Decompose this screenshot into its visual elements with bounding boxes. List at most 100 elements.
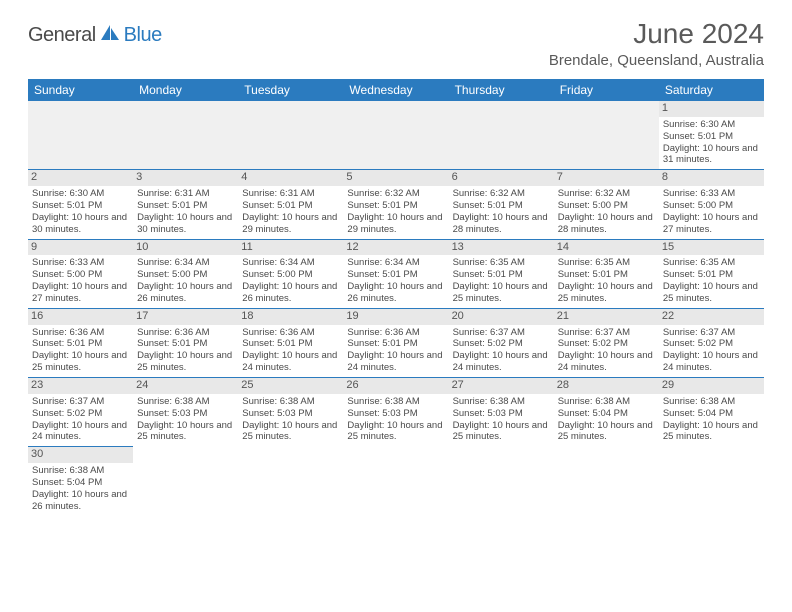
day-number: 4	[238, 170, 343, 186]
day-info: Sunrise: 6:37 AMSunset: 5:02 PMDaylight:…	[663, 327, 760, 375]
calendar-cell: 6 Sunrise: 6:32 AMSunset: 5:01 PMDaylight…	[449, 170, 554, 239]
calendar-cell: 18Sunrise: 6:36 AMSunset: 5:01 PMDayligh…	[238, 308, 343, 377]
logo-text-blue: Blue	[124, 24, 162, 47]
calendar-cell	[28, 101, 133, 170]
calendar-cell	[343, 447, 448, 516]
calendar-cell: 12Sunrise: 6:34 AMSunset: 5:01 PMDayligh…	[343, 239, 448, 308]
day-info: Sunrise: 6:38 AMSunset: 5:04 PMDaylight:…	[558, 396, 655, 444]
calendar-cell	[238, 447, 343, 516]
day-info: Sunrise: 6:35 AMSunset: 5:01 PMDaylight:…	[663, 257, 760, 305]
day-info: Sunrise: 6:33 AMSunset: 5:00 PMDaylight:…	[32, 257, 129, 305]
day-number: 1	[659, 101, 764, 117]
day-number: 6	[449, 170, 554, 186]
day-number: 3	[133, 170, 238, 186]
day-info: Sunrise: 6:32 AMSunset: 5:01 PMDaylight:…	[347, 188, 444, 236]
calendar-cell: 8Sunrise: 6:33 AMSunset: 5:00 PMDaylight…	[659, 170, 764, 239]
day-info: Sunrise: 6:38 AMSunset: 5:03 PMDaylight:…	[137, 396, 234, 444]
day-info: Sunrise: 6:37 AMSunset: 5:02 PMDaylight:…	[453, 327, 550, 375]
day-info: Sunrise: 6:30 AMSunset: 5:01 PMDaylight:…	[32, 188, 129, 236]
day-number: 19	[343, 309, 448, 325]
calendar-cell: 27 Sunrise: 6:38 AMSunset: 5:03 PMDayligh…	[449, 378, 554, 447]
day-info: Sunrise: 6:38 AMSunset: 5:03 PMDaylight:…	[242, 396, 339, 444]
day-number: 9	[28, 240, 133, 256]
calendar-cell: 26 Sunrise: 6:38 AMSunset: 5:03 PMDayligh…	[343, 378, 448, 447]
day-number: 17	[133, 309, 238, 325]
weekday-header: Wednesday	[343, 79, 448, 101]
location: Brendale, Queensland, Australia	[549, 52, 764, 69]
calendar-cell: 20 Sunrise: 6:37 AMSunset: 5:02 PMDayligh…	[449, 308, 554, 377]
day-number: 16	[28, 309, 133, 325]
day-number: 28	[554, 378, 659, 394]
calendar-cell	[554, 447, 659, 516]
weekday-header: Tuesday	[238, 79, 343, 101]
day-number: 21	[554, 309, 659, 325]
day-info: Sunrise: 6:31 AMSunset: 5:01 PMDaylight:…	[242, 188, 339, 236]
day-info: Sunrise: 6:31 AMSunset: 5:01 PMDaylight:…	[137, 188, 234, 236]
day-info: Sunrise: 6:30 AMSunset: 5:01 PMDaylight:…	[663, 119, 760, 167]
calendar-cell	[133, 447, 238, 516]
calendar-cell: 21Sunrise: 6:37 AMSunset: 5:02 PMDayligh…	[554, 308, 659, 377]
day-number: 30	[28, 447, 133, 463]
calendar-cell	[343, 101, 448, 170]
day-info: Sunrise: 6:37 AMSunset: 5:02 PMDaylight:…	[32, 396, 129, 444]
day-number: 15	[659, 240, 764, 256]
day-number: 20	[449, 309, 554, 325]
calendar-cell: 11Sunrise: 6:34 AMSunset: 5:00 PMDayligh…	[238, 239, 343, 308]
calendar-cell: 13Sunrise: 6:35 AMSunset: 5:01 PMDayligh…	[449, 239, 554, 308]
day-number: 23	[28, 378, 133, 394]
day-info: Sunrise: 6:34 AMSunset: 5:00 PMDaylight:…	[242, 257, 339, 305]
weekday-header: Sunday	[28, 79, 133, 101]
day-info: Sunrise: 6:38 AMSunset: 5:03 PMDaylight:…	[347, 396, 444, 444]
day-info: Sunrise: 6:32 AMSunset: 5:00 PMDaylight:…	[558, 188, 655, 236]
calendar-cell	[238, 101, 343, 170]
day-number: 22	[659, 309, 764, 325]
calendar-cell	[449, 447, 554, 516]
day-number: 12	[343, 240, 448, 256]
weekday-header: Monday	[133, 79, 238, 101]
calendar-table: SundayMondayTuesdayWednesdayThursdayFrid…	[28, 79, 764, 516]
calendar-cell	[554, 101, 659, 170]
day-info: Sunrise: 6:35 AMSunset: 5:01 PMDaylight:…	[558, 257, 655, 305]
day-number: 25	[238, 378, 343, 394]
day-info: Sunrise: 6:36 AMSunset: 5:01 PMDaylight:…	[137, 327, 234, 375]
month-title: June 2024	[549, 18, 764, 50]
day-info: Sunrise: 6:38 AMSunset: 5:04 PMDaylight:…	[32, 465, 129, 513]
calendar-cell: 1 Sunrise: 6:30 AMSunset: 5:01 PMDaylight…	[659, 101, 764, 170]
day-number: 26	[343, 378, 448, 394]
calendar-cell: 9Sunrise: 6:33 AMSunset: 5:00 PMDaylight…	[28, 239, 133, 308]
day-number: 29	[659, 378, 764, 394]
calendar-cell: 23 Sunrise: 6:37 AMSunset: 5:02 PMDayligh…	[28, 378, 133, 447]
day-number: 24	[133, 378, 238, 394]
calendar-cell: 17 Sunrise: 6:36 AMSunset: 5:01 PMDayligh…	[133, 308, 238, 377]
sail-icon	[99, 24, 121, 47]
calendar-cell: 2Sunrise: 6:30 AMSunset: 5:01 PMDaylight…	[28, 170, 133, 239]
day-info: Sunrise: 6:33 AMSunset: 5:00 PMDaylight:…	[663, 188, 760, 236]
calendar-cell	[659, 447, 764, 516]
calendar-body: 1 Sunrise: 6:30 AMSunset: 5:01 PMDaylight…	[28, 101, 764, 516]
calendar-cell: 7Sunrise: 6:32 AMSunset: 5:00 PMDaylight…	[554, 170, 659, 239]
calendar-cell	[133, 101, 238, 170]
day-number: 10	[133, 240, 238, 256]
calendar-cell: 19 Sunrise: 6:36 AMSunset: 5:01 PMDayligh…	[343, 308, 448, 377]
day-info: Sunrise: 6:34 AMSunset: 5:00 PMDaylight:…	[137, 257, 234, 305]
title-block: June 2024 Brendale, Queensland, Australi…	[549, 18, 764, 75]
day-info: Sunrise: 6:32 AMSunset: 5:01 PMDaylight:…	[453, 188, 550, 236]
day-info: Sunrise: 6:36 AMSunset: 5:01 PMDaylight:…	[347, 327, 444, 375]
weekday-header: Saturday	[659, 79, 764, 101]
calendar-cell: 29 Sunrise: 6:38 AMSunset: 5:04 PMDayligh…	[659, 378, 764, 447]
calendar-cell: 24 Sunrise: 6:38 AMSunset: 5:03 PMDayligh…	[133, 378, 238, 447]
day-number: 5	[343, 170, 448, 186]
day-number: 27	[449, 378, 554, 394]
day-info: Sunrise: 6:38 AMSunset: 5:03 PMDaylight:…	[453, 396, 550, 444]
day-number: 11	[238, 240, 343, 256]
day-info: Sunrise: 6:35 AMSunset: 5:01 PMDaylight:…	[453, 257, 550, 305]
logo: General Blue	[28, 24, 162, 47]
day-info: Sunrise: 6:38 AMSunset: 5:04 PMDaylight:…	[663, 396, 760, 444]
calendar-cell: 4 Sunrise: 6:31 AMSunset: 5:01 PMDaylight…	[238, 170, 343, 239]
calendar-cell	[449, 101, 554, 170]
calendar-cell: 28 Sunrise: 6:38 AMSunset: 5:04 PMDayligh…	[554, 378, 659, 447]
day-number: 13	[449, 240, 554, 256]
day-number: 14	[554, 240, 659, 256]
calendar-cell: 30 Sunrise: 6:38 AMSunset: 5:04 PMDayligh…	[28, 447, 133, 516]
calendar-cell: 5 Sunrise: 6:32 AMSunset: 5:01 PMDaylight…	[343, 170, 448, 239]
